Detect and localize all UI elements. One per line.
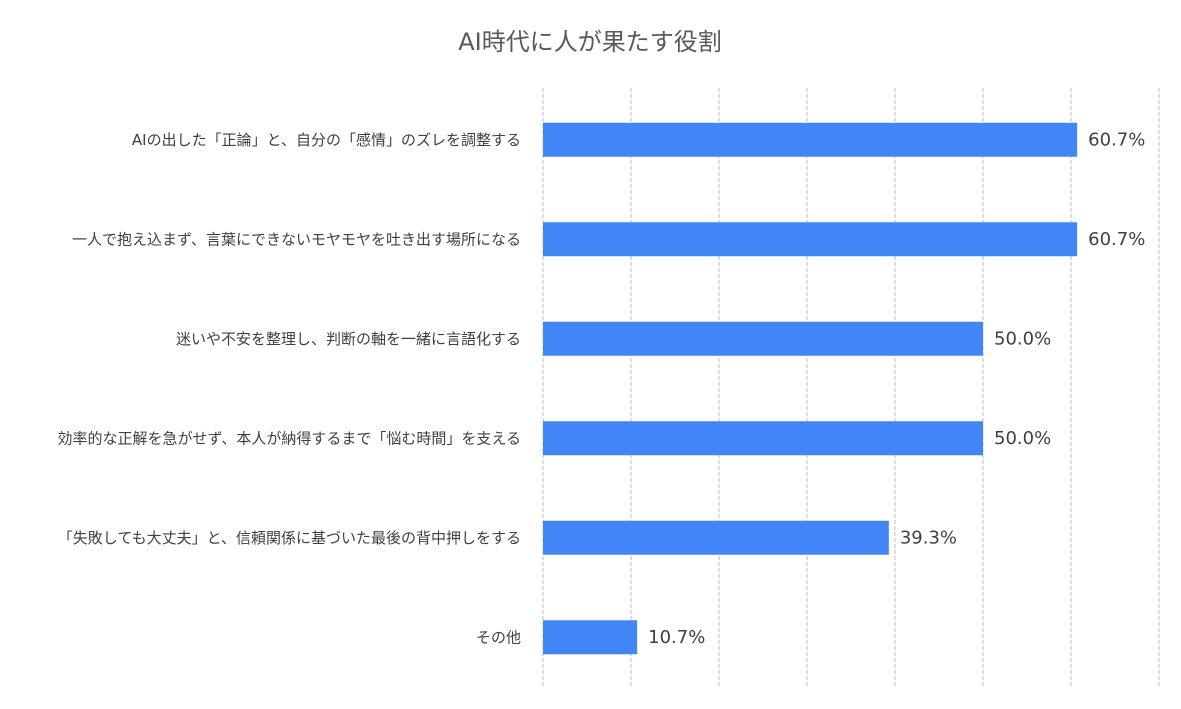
data-label: 39.3% <box>900 527 957 548</box>
data-label: 50.0% <box>994 428 1051 449</box>
data-label: 50.0% <box>994 328 1051 349</box>
category-label: 一人で抱え込まず、言葉にできないモヤモヤを吐き出す場所になる <box>72 230 521 248</box>
value-labels: 60.7% 60.7% 50.0% 50.0% 39.3% 10.7% <box>648 129 1145 648</box>
data-label: 10.7% <box>648 627 705 648</box>
bar <box>543 620 638 655</box>
category-label: 迷いや不安を整理し、判断の軸を一緒に言語化する <box>176 330 521 348</box>
chart-title: AI時代に人が果たす役割 <box>458 28 722 56</box>
category-labels: AIの出した「正論」と、自分の「感情」のズレを調整する一人で抱え込まず、言葉にで… <box>57 131 521 647</box>
bar <box>543 520 889 555</box>
data-label: 60.7% <box>1088 229 1145 250</box>
gridlines <box>542 88 1160 688</box>
category-label: 効率的な正解を急がせず、本人が納得するまで「悩む時間」を支える <box>57 429 521 447</box>
bar <box>543 421 983 456</box>
category-label: AIの出した「正論」と、自分の「感情」のズレを調整する <box>132 131 521 149</box>
bar <box>543 122 1078 157</box>
bar <box>543 321 983 356</box>
category-label: 「失敗しても大丈夫」と、信頼関係に基づいた最後の背中押しをする <box>58 529 521 547</box>
data-label: 60.7% <box>1088 129 1145 150</box>
bars <box>543 122 1078 655</box>
bar <box>543 222 1078 257</box>
category-label: その他 <box>476 628 521 646</box>
